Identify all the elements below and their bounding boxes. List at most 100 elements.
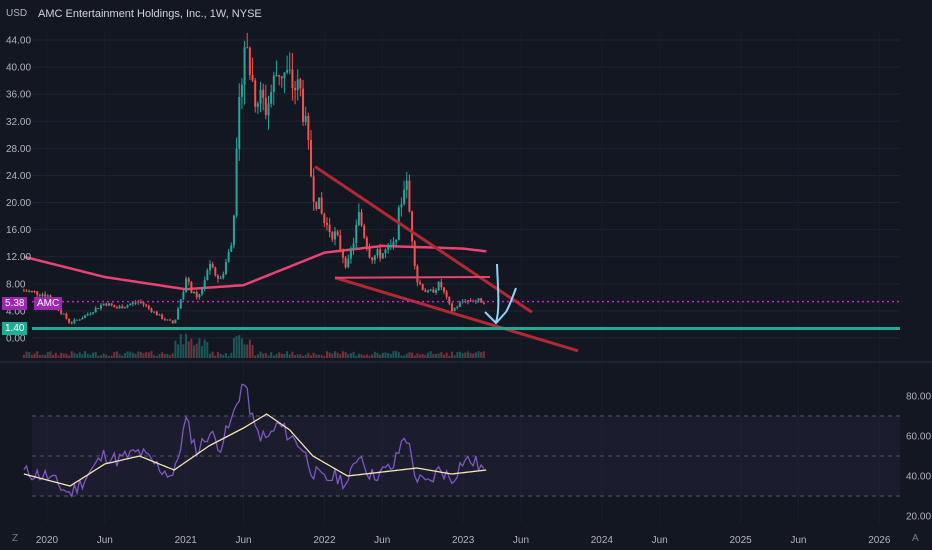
candle-body xyxy=(474,300,477,302)
volume-bar xyxy=(68,355,71,358)
volume-bar xyxy=(227,355,230,358)
candle-body xyxy=(320,197,323,214)
volume-bar xyxy=(318,354,321,358)
candle-body xyxy=(208,263,211,271)
candle-body xyxy=(187,278,190,282)
volume-bar xyxy=(219,353,222,358)
volume-bar xyxy=(230,352,233,358)
drawings[interactable] xyxy=(32,165,900,353)
chart-title: AMC Entertainment Holdings, Inc., 1W, NY… xyxy=(38,8,262,20)
volume-bar xyxy=(139,351,142,358)
volume-bar xyxy=(352,351,355,358)
volume-bar xyxy=(86,353,89,358)
candle-body xyxy=(224,261,227,274)
price-tick-label: 16.00 xyxy=(6,225,31,236)
volume-bar xyxy=(166,353,169,358)
volume-bar xyxy=(102,353,105,358)
volume-bar xyxy=(174,340,177,358)
candle-body xyxy=(251,75,254,81)
candle-body xyxy=(142,302,145,305)
candle-body xyxy=(464,301,467,303)
volume-bar xyxy=(41,354,44,358)
candle-body xyxy=(118,306,121,309)
time-tick-label: 2026 xyxy=(868,535,891,546)
candle-body xyxy=(469,300,472,302)
volume-bar xyxy=(408,352,411,358)
volume-bar xyxy=(429,351,432,358)
volume-bar xyxy=(201,346,204,358)
candle-body xyxy=(193,291,196,293)
price-tick-label: 0.00 xyxy=(6,334,26,345)
volume-bar xyxy=(440,352,443,358)
candle-body xyxy=(411,211,414,242)
volume-bar xyxy=(163,354,166,358)
auto-scale-button[interactable]: A xyxy=(912,533,919,544)
candle-body xyxy=(155,311,158,316)
volume-bar xyxy=(123,352,126,358)
volume-bar xyxy=(113,352,116,358)
candle-body xyxy=(73,319,76,324)
candle-body xyxy=(211,263,214,268)
volume-bar xyxy=(243,344,246,358)
candle-body xyxy=(216,275,219,279)
currency-label: USD xyxy=(6,8,28,19)
candle-body xyxy=(328,224,331,233)
zoom-corner[interactable]: Z xyxy=(12,533,19,544)
volume-bar xyxy=(286,351,289,358)
candle-body xyxy=(275,74,278,76)
time-tick-label: Jun xyxy=(652,535,668,546)
volume-bar xyxy=(302,355,305,358)
volume-bar xyxy=(413,355,416,358)
candle-body xyxy=(318,197,321,210)
volume-bar xyxy=(33,353,36,358)
price-tick-label: 28.00 xyxy=(6,144,31,155)
candle-body xyxy=(232,215,235,246)
candle-body xyxy=(477,298,480,301)
candle-body xyxy=(429,289,432,291)
candle-body xyxy=(416,266,419,283)
volume-bar xyxy=(278,352,281,358)
volume-bar xyxy=(445,352,448,358)
candle-body xyxy=(89,313,92,315)
candle-body xyxy=(384,249,387,254)
candle-body xyxy=(30,290,33,292)
volume-bar xyxy=(211,351,214,358)
volume-bar xyxy=(363,355,366,358)
candle-body xyxy=(171,320,174,324)
volume-bar xyxy=(97,355,100,358)
volume-bar xyxy=(214,355,217,358)
candle-body xyxy=(450,303,453,312)
volume-bar xyxy=(371,354,374,358)
volume-bar xyxy=(482,351,485,358)
volume-bar xyxy=(262,353,265,358)
volume-bar xyxy=(84,351,87,358)
candle-body xyxy=(227,251,230,262)
candle-body xyxy=(442,287,445,292)
volume-bar xyxy=(131,352,134,358)
candle-body xyxy=(113,305,116,308)
candle-body xyxy=(278,74,281,77)
candle-body xyxy=(179,299,182,309)
rsi-tick-label: 20.00 xyxy=(906,512,931,523)
candle-body xyxy=(400,204,403,208)
candle-body xyxy=(248,47,251,76)
candle-body xyxy=(44,294,47,297)
volume-bar xyxy=(403,355,406,358)
volume-bar xyxy=(333,351,336,358)
candle-body xyxy=(267,103,270,116)
candle-body xyxy=(288,69,291,71)
candle-body xyxy=(360,212,363,226)
candle-body xyxy=(421,283,424,290)
candle-body xyxy=(349,249,352,259)
candle-body xyxy=(480,298,483,303)
volume-bar xyxy=(259,351,262,358)
volume-bar xyxy=(187,341,190,358)
candle-body xyxy=(126,305,129,308)
volume-bar xyxy=(137,351,140,358)
candle-body xyxy=(70,322,73,324)
candle-body xyxy=(190,281,193,293)
volume-bar xyxy=(442,354,445,358)
candle-body xyxy=(270,92,273,104)
volume-bar xyxy=(437,353,440,358)
